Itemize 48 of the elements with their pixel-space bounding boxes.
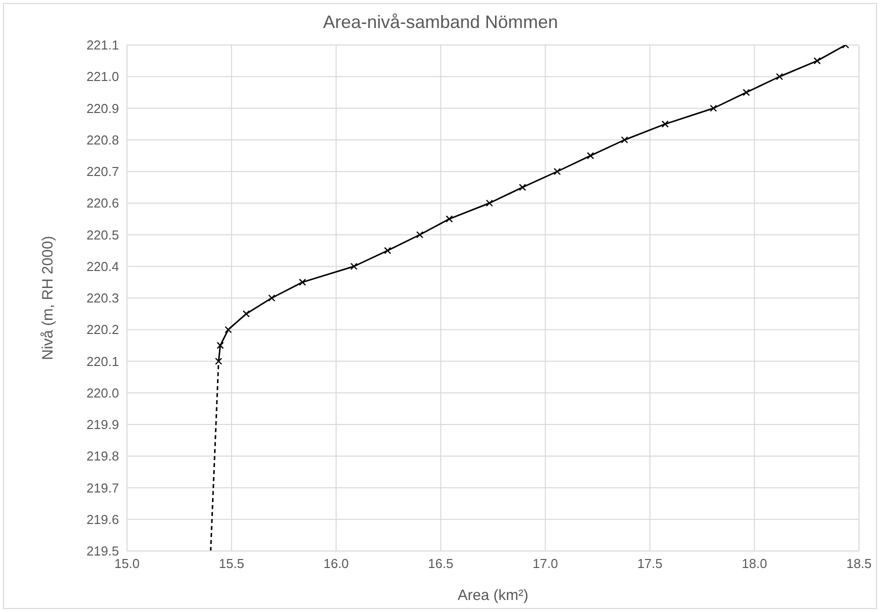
y-tick-label: 219.6 bbox=[86, 512, 119, 527]
y-tick-label: 220.6 bbox=[86, 196, 119, 211]
point bbox=[268, 294, 276, 302]
chart-title: Area-nivå-samband Nömmen bbox=[322, 12, 560, 33]
point bbox=[298, 278, 306, 286]
x-tick-label: 15.0 bbox=[114, 556, 140, 572]
point bbox=[242, 310, 250, 318]
x-tick-label: 18.5 bbox=[846, 556, 872, 572]
point bbox=[518, 184, 526, 191]
point bbox=[215, 358, 222, 365]
point bbox=[662, 120, 669, 128]
x-tick-label: 18.0 bbox=[742, 556, 768, 572]
x-axis-title: Area (km²) bbox=[458, 587, 528, 604]
point bbox=[776, 73, 784, 80]
x-tick-label: 15.5 bbox=[218, 556, 244, 572]
y-tick-label: 220.5 bbox=[86, 227, 119, 242]
y-tick-label: 220.0 bbox=[86, 385, 119, 400]
y-tick-label: 220.7 bbox=[86, 164, 119, 180]
y-tick-label: 220.1 bbox=[86, 354, 119, 369]
point bbox=[814, 57, 821, 64]
y-axis-title: Nivå (m, RH 2000) bbox=[39, 236, 56, 360]
y-tick-label: 219.5 bbox=[86, 544, 119, 559]
point bbox=[446, 215, 453, 223]
y-tick-label: 221.0 bbox=[86, 69, 119, 84]
point bbox=[586, 152, 594, 160]
y-tick-label: 220.2 bbox=[86, 322, 119, 338]
point bbox=[710, 104, 718, 112]
y-tick-label: 219.7 bbox=[86, 480, 119, 496]
point bbox=[350, 262, 358, 270]
y-tick-label: 221.1 bbox=[86, 38, 119, 53]
point bbox=[224, 326, 232, 334]
point bbox=[216, 342, 224, 350]
point bbox=[486, 200, 494, 207]
x-tick-label: 17.0 bbox=[532, 556, 558, 572]
y-tick-label: 220.4 bbox=[86, 258, 119, 274]
y-tick-label: 219.8 bbox=[86, 448, 119, 464]
point bbox=[742, 88, 750, 96]
point bbox=[416, 231, 424, 238]
point bbox=[384, 246, 392, 254]
x-tick-label: 17.5 bbox=[637, 556, 663, 572]
x-tick-label: 16.0 bbox=[323, 556, 349, 572]
y-tick-label: 220.9 bbox=[86, 100, 119, 116]
y-tick-label: 219.9 bbox=[86, 417, 119, 432]
point bbox=[620, 136, 628, 144]
y-tick-label: 220.3 bbox=[86, 290, 119, 306]
y-tick-label: 220.8 bbox=[86, 132, 119, 148]
point bbox=[554, 168, 561, 176]
x-tick-label: 16.5 bbox=[428, 556, 454, 572]
